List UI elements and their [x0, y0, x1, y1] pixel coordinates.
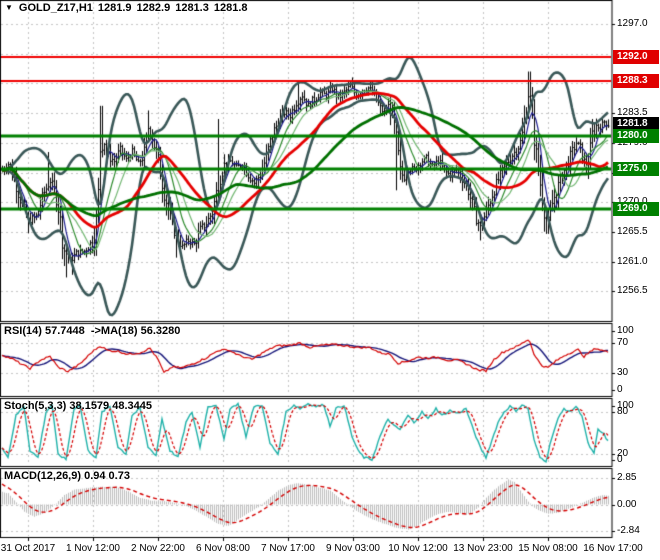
indicator-axis-label: 80: [617, 406, 629, 417]
ohlc-close: 1281.8: [213, 2, 248, 14]
indicator-axis-label: 100: [617, 325, 634, 336]
price-level-badge: 1275.0: [613, 162, 659, 177]
symbol-label: GOLD_Z17,H1: [18, 2, 93, 14]
current-price-badge: 1281.8: [613, 117, 659, 132]
indicator-axis-label: 70: [617, 337, 629, 348]
indicator-axis-label: -2.84: [617, 524, 640, 536]
chart-title: ▼ GOLD_Z17,H1 1281.9 1282.9 1281.3 1281.8: [5, 2, 248, 14]
time-axis-label: 2 Nov 22:00: [131, 543, 185, 554]
price-level-badge: 1269.0: [613, 201, 659, 216]
price-axis-label: 1297.0: [617, 18, 648, 29]
indicator-axis-label: 0: [617, 384, 623, 395]
price-level-badge: 1292.0: [613, 50, 659, 64]
rsi-indicator-label: RSI(14) 57.7448 ->MA(18) 56.3280: [4, 325, 181, 337]
macd-indicator-label: MACD(12,26,9) 0.94 0.73: [4, 470, 130, 482]
price-axis-label: 1283.5: [617, 107, 648, 119]
time-axis-label: 7 Nov 17:00: [261, 543, 315, 554]
indicator-axis-label: 100: [617, 400, 634, 411]
stoch-indicator-label: Stoch(5,3,3) 38.1579 48.3445: [4, 400, 152, 412]
time-axis-label: 1 Nov 12:00: [66, 543, 120, 554]
indicator-axis-label: 0: [617, 454, 623, 465]
price-axis-label: 1256.5: [617, 285, 648, 297]
time-axis-label: 31 Oct 2017: [0, 543, 56, 554]
price-level-badge: 1288.3: [613, 74, 659, 89]
price-axis-label: 1270.0: [617, 196, 648, 207]
time-axis-label: 15 Nov 08:00: [518, 543, 578, 554]
symbol-dropdown-icon[interactable]: ▼: [5, 3, 13, 12]
indicator-axis-label: 2.85: [617, 471, 637, 483]
price-axis-label: 1261.0: [617, 255, 648, 267]
ohlc-high: 1282.9: [136, 2, 171, 14]
price-level-badge: 1280.0: [613, 129, 659, 144]
indicator-axis-label: 20: [617, 448, 629, 459]
time-axis-label: 16 Nov 17:00: [583, 543, 643, 554]
indicator-axis-label: 0.00: [617, 498, 637, 510]
ohlc-open: 1281.9: [97, 2, 132, 14]
ohlc-low: 1281.3: [175, 2, 209, 14]
time-axis-label: 9 Nov 03:00: [326, 543, 380, 554]
indicator-axis-label: 30: [617, 367, 629, 378]
time-axis-label: 13 Nov 23:00: [453, 543, 513, 554]
price-axis-label: 1265.5: [617, 225, 648, 237]
time-axis-label: 6 Nov 08:00: [196, 543, 250, 554]
time-axis-label: 10 Nov 12:00: [388, 543, 448, 554]
